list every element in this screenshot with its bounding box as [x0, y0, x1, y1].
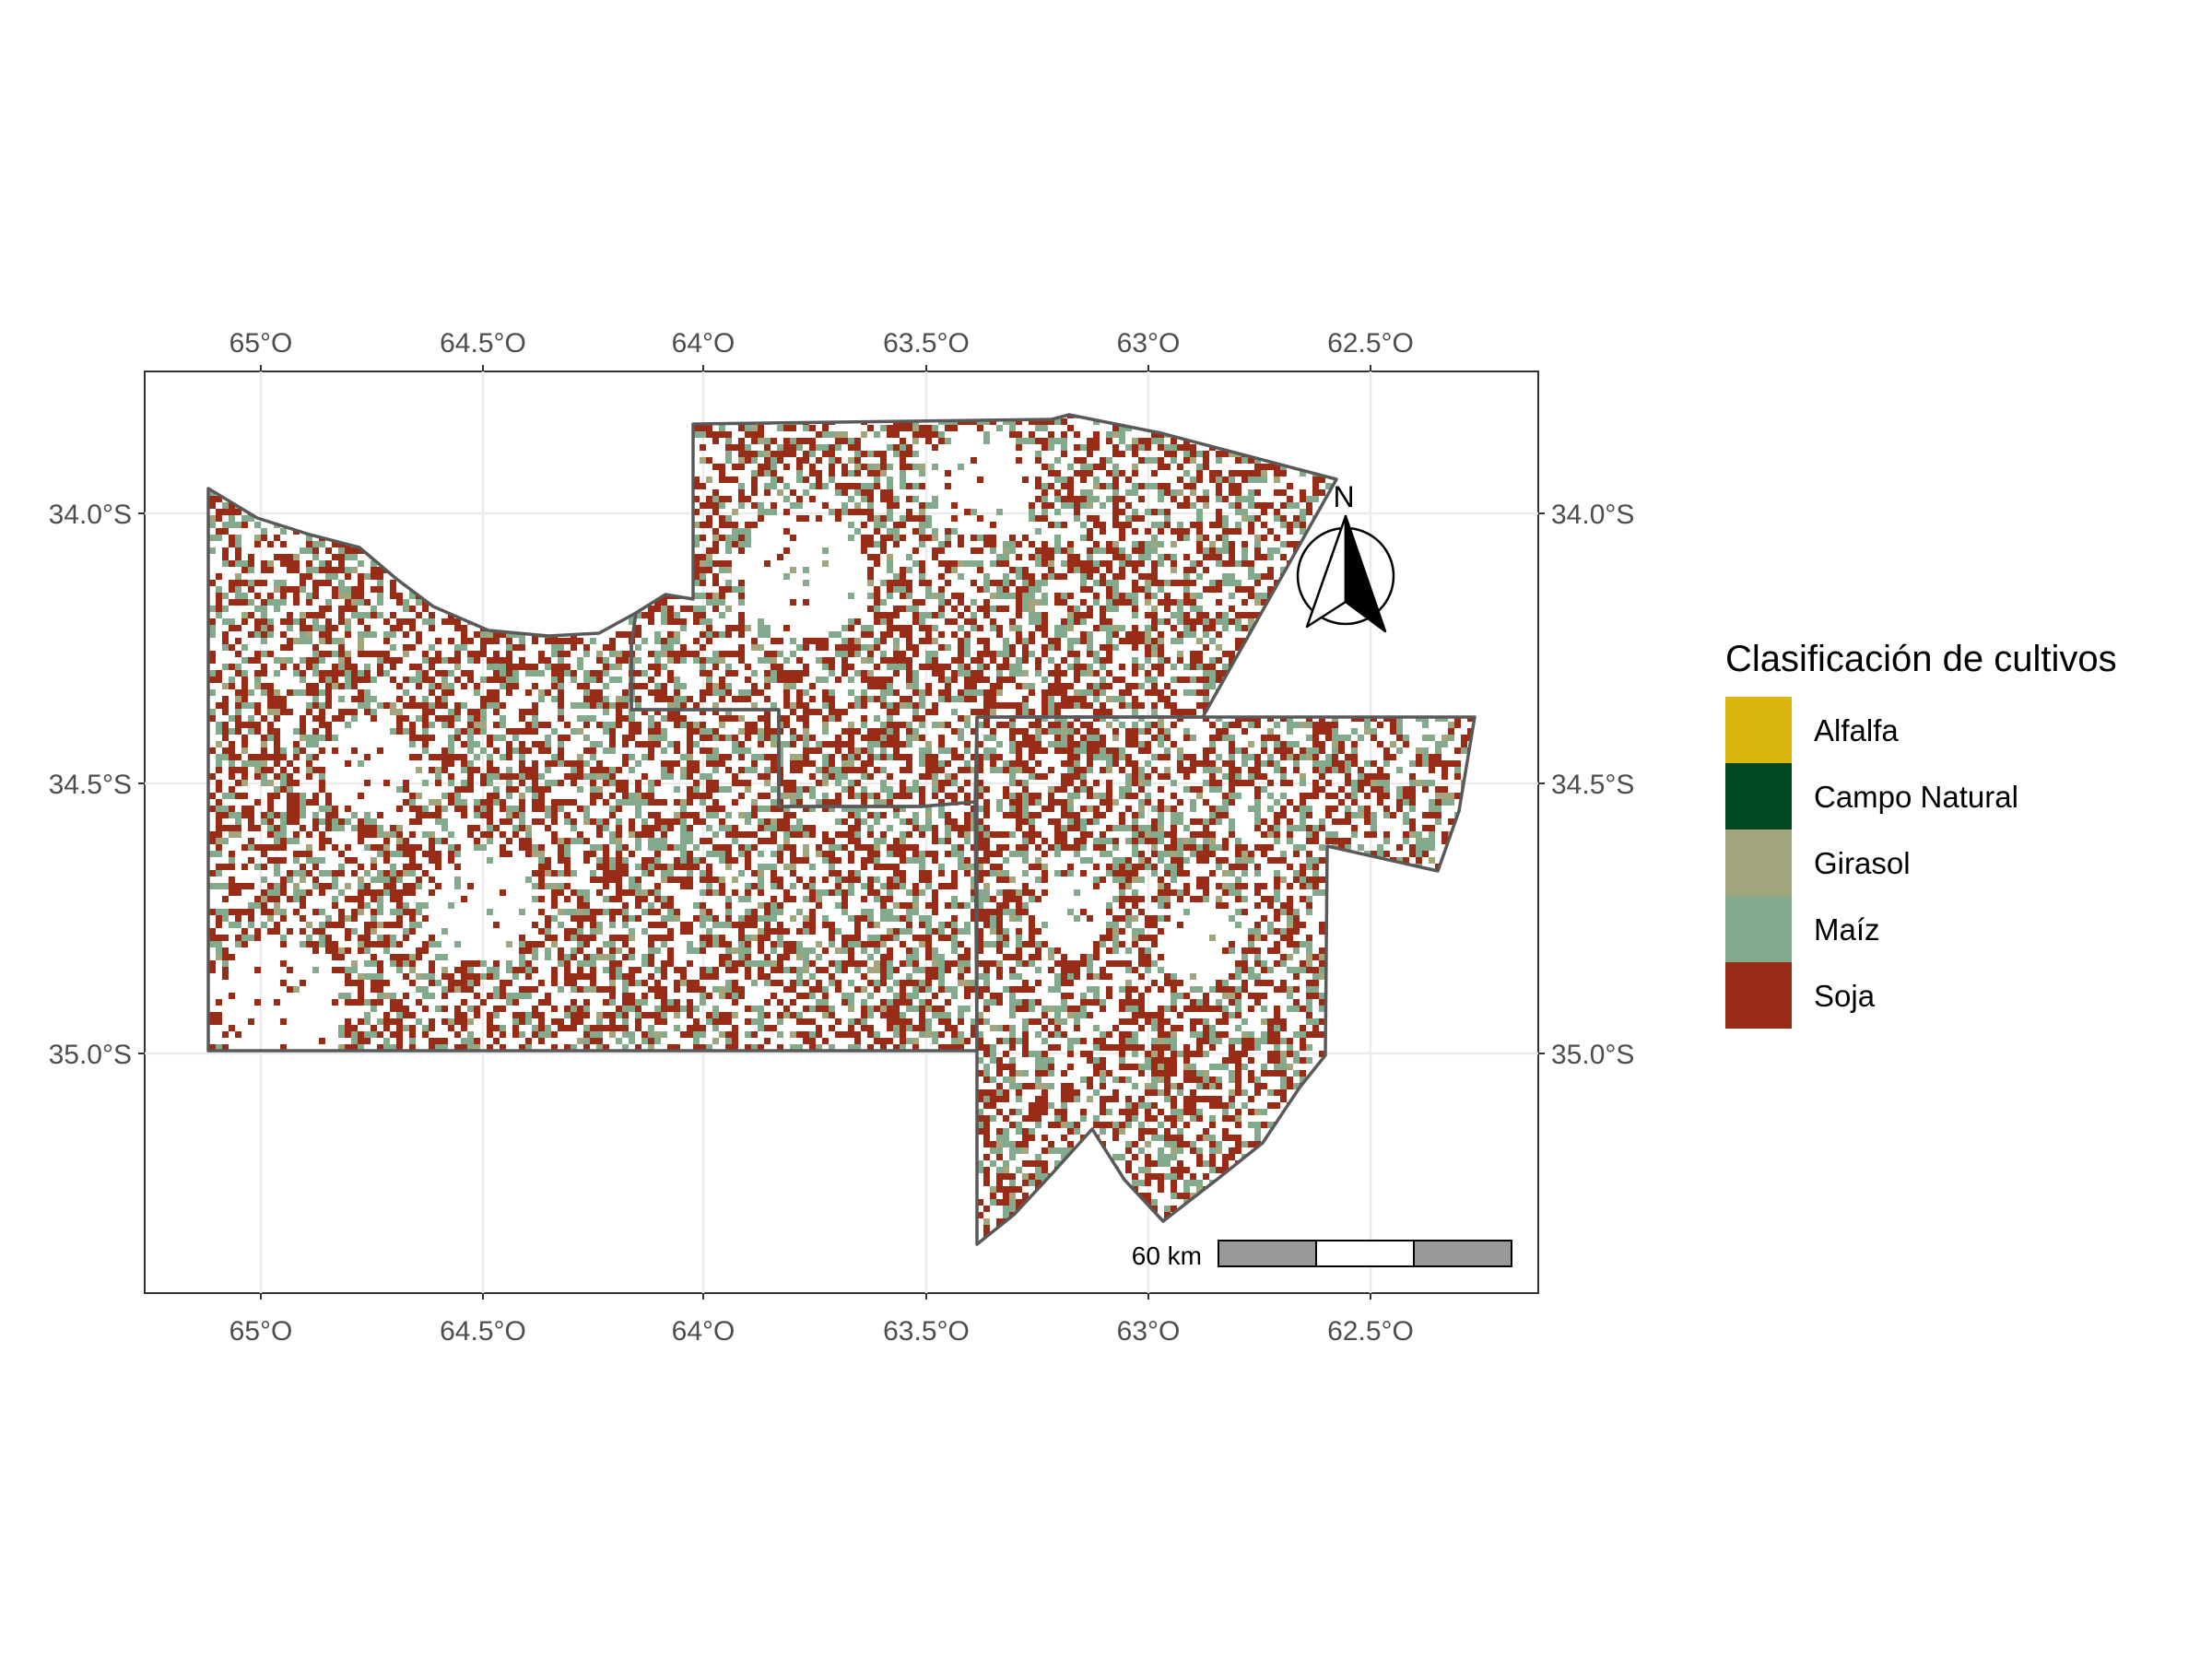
department-borders — [206, 413, 1477, 1246]
north-arrow-icon: N — [1296, 480, 1395, 633]
x-axis-top: 65°O 64.5°O 64°O 63.5°O 63°O 62.5°O — [229, 328, 1414, 359]
y-axis-left: 34.0°S 34.5°S 35.0°S — [49, 500, 132, 1070]
y-tick-left-1: 34.5°S — [49, 770, 132, 800]
x-tick-top-2: 64°O — [672, 328, 735, 359]
legend-key-1 — [1725, 763, 1792, 830]
x-tick-top-3: 63.5°O — [883, 328, 970, 359]
legend-key-3 — [1725, 896, 1792, 962]
x-tick-bottom-2: 64°O — [672, 1316, 735, 1347]
y-tick-left-2: 35.0°S — [49, 1040, 132, 1070]
x-tick-bottom-1: 64.5°O — [440, 1316, 526, 1347]
x-tick-bottom-5: 62.5°O — [1327, 1316, 1414, 1347]
border-southeast-department — [975, 715, 1477, 1246]
x-tick-bottom-3: 63.5°O — [883, 1316, 970, 1347]
tick-marks — [138, 365, 1545, 1300]
north-label: N — [1333, 480, 1354, 513]
x-axis-bottom: 65°O 64.5°O 64°O 63.5°O 63°O 62.5°O — [229, 1316, 1414, 1347]
legend-key-0 — [1725, 697, 1792, 763]
y-tick-right-0: 34.0°S — [1551, 500, 1634, 530]
x-tick-bottom-0: 65°O — [229, 1316, 293, 1347]
legend-label-4: Soja — [1814, 979, 1876, 1013]
y-tick-left-0: 34.0°S — [49, 500, 132, 530]
legend-key-4 — [1725, 962, 1792, 1029]
y-tick-right-1: 34.5°S — [1551, 770, 1634, 800]
legend-label-3: Maíz — [1814, 912, 1880, 947]
x-tick-top-4: 63°O — [1117, 328, 1181, 359]
x-tick-bottom-4: 63°O — [1117, 1316, 1181, 1347]
legend: Clasificación de cultivos Alfalfa Campo N… — [1725, 639, 2117, 1029]
legend-title: Clasificación de cultivos — [1725, 639, 2117, 679]
y-axis-right: 34.0°S 34.5°S 35.0°S — [1551, 500, 1634, 1070]
scale-label: 60 km — [1132, 1241, 1202, 1270]
x-tick-top-0: 65°O — [229, 328, 293, 359]
x-tick-top-5: 62.5°O — [1327, 328, 1414, 359]
legend-label-1: Campo Natural — [1814, 780, 2018, 814]
x-tick-top-1: 64.5°O — [440, 328, 526, 359]
legend-label-2: Girasol — [1814, 846, 1911, 880]
legend-key-2 — [1725, 830, 1792, 896]
legend-label-0: Alfalfa — [1814, 713, 1899, 747]
scale-bar: 60 km — [1132, 1240, 1512, 1270]
y-tick-right-2: 35.0°S — [1551, 1040, 1634, 1070]
